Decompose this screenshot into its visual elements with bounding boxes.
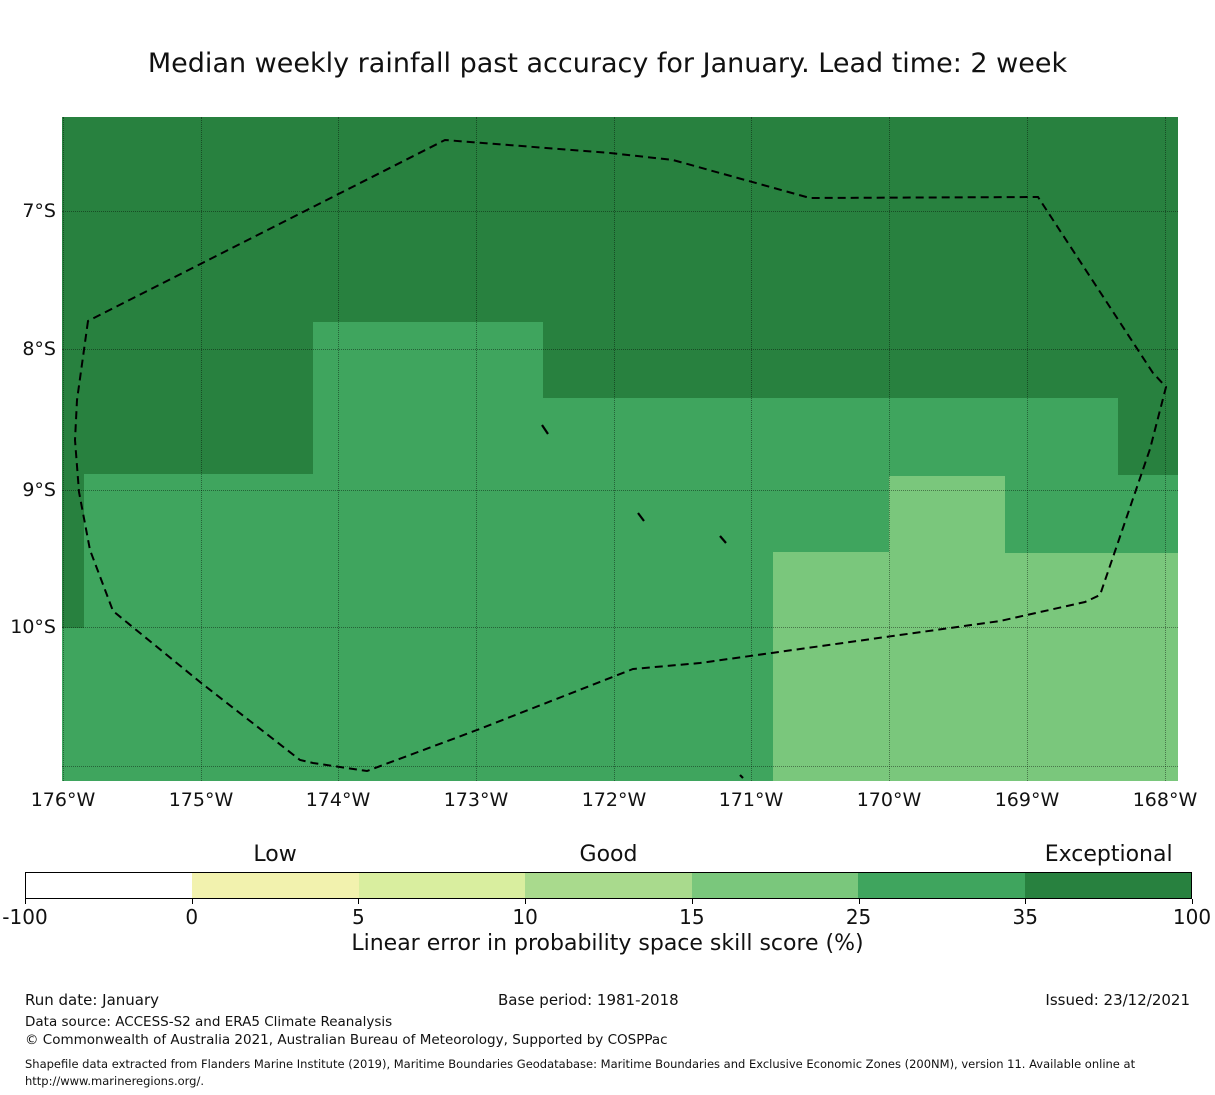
skill-region-bin_15_25 [889, 476, 1005, 781]
colorbar-tick [191, 899, 193, 904]
colorbar [25, 872, 1192, 899]
map-plot-area [62, 117, 1178, 781]
x-tick-label: 175°W [168, 789, 234, 811]
island-mark [541, 424, 549, 435]
colorbar-segment--100-to-0 [26, 873, 193, 898]
gridline-horizontal [62, 211, 1178, 212]
island-mark [719, 535, 727, 544]
x-tick-label: 173°W [443, 789, 509, 811]
colorbar-tick [691, 899, 693, 904]
gridline-vertical [338, 117, 339, 781]
chart-title: Median weekly rainfall past accuracy for… [147, 48, 1068, 79]
gridline-vertical [63, 117, 64, 781]
gridline-horizontal [62, 766, 1178, 767]
gridline-vertical [751, 117, 752, 781]
island-mark [739, 774, 744, 779]
y-tick-label: 7°S [22, 200, 56, 222]
colorbar-segment-35-to-100 [1024, 873, 1191, 898]
colorbar-category-label-good: Good [579, 842, 638, 867]
eez-dashed-boundary [73, 138, 1168, 773]
y-tick-label: 9°S [22, 479, 56, 501]
colorbar-segment-10-to-15 [525, 873, 692, 898]
gridline-vertical [1165, 117, 1166, 781]
colorbar-tick-label: 25 [845, 905, 872, 929]
x-tick-label: 176°W [30, 789, 96, 811]
footer-copyright: © Commonwealth of Australia 2021, Austra… [25, 1032, 668, 1048]
footer-shapefile-note-line2: http://www.marineregions.org/. [25, 1074, 204, 1088]
skill-region-bin_35_100 [62, 117, 313, 474]
gridline-horizontal [62, 490, 1178, 491]
footer-base-period: Base period: 1981-2018 [498, 991, 679, 1009]
island-mark [637, 512, 645, 522]
y-tick-label: 8°S [22, 338, 56, 360]
colorbar-category-label-low: Low [253, 842, 297, 867]
x-tick-label: 168°W [1132, 789, 1198, 811]
footer-shapefile-note-line1: Shapefile data extracted from Flanders M… [25, 1057, 1136, 1071]
colorbar-tick [1025, 899, 1027, 904]
y-tick-label: 10°S [10, 616, 56, 638]
colorbar-segment-25-to-35 [858, 873, 1025, 898]
skill-region-bin_15_25 [773, 552, 889, 781]
gridline-horizontal [62, 627, 1178, 628]
x-tick-label: 172°W [581, 789, 647, 811]
colorbar-tick-label: 35 [1012, 905, 1039, 929]
colorbar-category-label-exceptional: Exceptional [1044, 842, 1173, 867]
colorbar-tick-label: 15 [679, 905, 705, 929]
gridline-vertical [476, 117, 477, 781]
footer-run-date: Run date: January [25, 991, 160, 1009]
colorbar-tick [858, 899, 860, 904]
skill-region-bin_15_25 [1005, 553, 1178, 781]
colorbar-segment-5-to-10 [358, 873, 526, 898]
skill-region-bin_35_100 [313, 117, 543, 322]
eez-boundary-overlay [73, 138, 1168, 779]
colorbar-tick-label: -100 [2, 905, 48, 929]
gridline-vertical [614, 117, 615, 781]
x-tick-label: 170°W [856, 789, 922, 811]
colorbar-segment-15-to-25 [691, 873, 859, 898]
x-tick-label: 171°W [718, 789, 784, 811]
x-tick-label: 169°W [994, 789, 1060, 811]
gridline-vertical [1027, 117, 1028, 781]
x-tick-label: 174°W [305, 789, 371, 811]
gridline-vertical [889, 117, 890, 781]
footer-data-source: Data source: ACCESS-S2 and ERA5 Climate … [25, 1014, 393, 1030]
colorbar-tick-label: 5 [352, 905, 365, 929]
colorbar-tick-label: 0 [185, 905, 199, 929]
gridline-horizontal [62, 349, 1178, 350]
footer-issued-date: Issued: 23/12/2021 [1045, 991, 1190, 1009]
colorbar-caption: Linear error in probability space skill … [351, 931, 864, 956]
skill-region-bin_35_100 [543, 117, 1118, 398]
colorbar-tick-label: 10 [512, 905, 538, 929]
gridline-vertical [201, 117, 202, 781]
skill-region-bin_35_100 [1118, 117, 1178, 475]
colorbar-tick [25, 899, 26, 904]
colorbar-tick [525, 899, 527, 904]
colorbar-segment-0-to-5 [192, 873, 359, 898]
colorbar-tick-label: 100 [1172, 905, 1212, 929]
colorbar-tick [358, 899, 360, 904]
skill-region-bin_35_100 [62, 474, 84, 628]
colorbar-tick [1192, 899, 1193, 904]
